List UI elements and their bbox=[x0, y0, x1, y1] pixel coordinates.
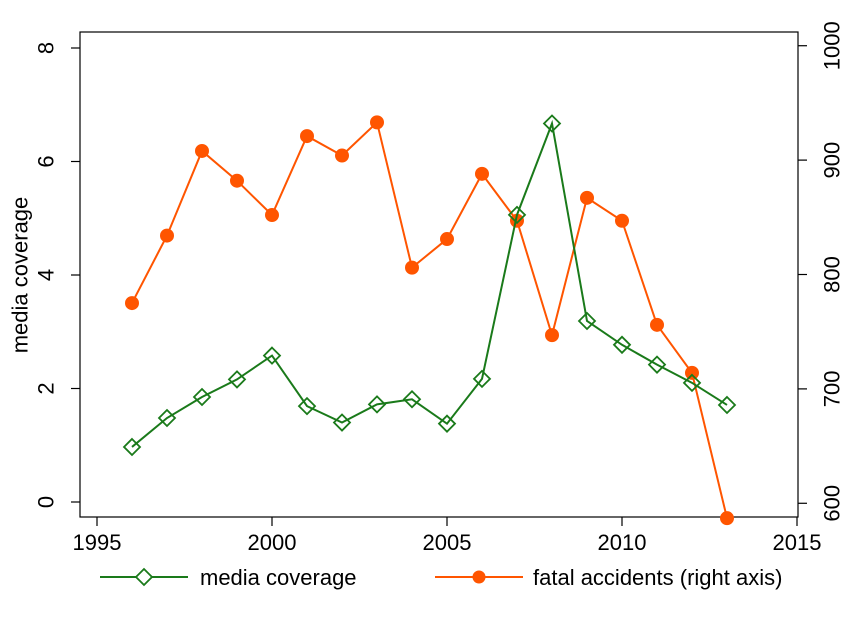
y-axis-title: media coverage bbox=[8, 197, 33, 354]
media-coverage-point bbox=[682, 373, 702, 393]
y-tick-label-right: 700 bbox=[820, 371, 845, 408]
y-tick-label-right: 1000 bbox=[820, 21, 845, 70]
data-series bbox=[122, 114, 737, 526]
media-coverage-point bbox=[157, 408, 177, 428]
media-coverage-point bbox=[262, 346, 282, 365]
media-coverage-point bbox=[122, 437, 142, 457]
fatal-accidents-point bbox=[545, 328, 559, 343]
media-coverage-point bbox=[297, 396, 317, 416]
x-tick-label: 2015 bbox=[773, 530, 822, 555]
fatal-accidents-point bbox=[440, 232, 454, 247]
media-coverage-point bbox=[332, 413, 352, 432]
fatal-accidents-point bbox=[580, 190, 594, 205]
plot-area bbox=[79, 31, 799, 518]
y-tick-label-left: 0 bbox=[34, 496, 59, 508]
fatal-accidents-line bbox=[131, 120, 728, 519]
y-tick-label-right: 800 bbox=[820, 256, 845, 293]
axes: 1995 2000 2005 2010 2015 0 2 4 6 8 600 700 800 900 100… bbox=[34, 21, 845, 555]
fatal-accidents-point bbox=[160, 228, 174, 243]
fatal-accidents-point bbox=[405, 260, 419, 275]
y-tick-label-right: 900 bbox=[820, 142, 845, 179]
fatal-accidents-point bbox=[720, 511, 734, 526]
x-tick-label: 1995 bbox=[73, 530, 122, 555]
media-coverage-point bbox=[612, 335, 632, 355]
media-coverage-point bbox=[577, 311, 597, 331]
media-coverage-point bbox=[472, 369, 492, 389]
legend-label: media coverage bbox=[200, 565, 357, 590]
media-coverage-point bbox=[402, 390, 422, 409]
legend: media coverage fatal accidents (right axi… bbox=[100, 565, 782, 590]
fatal-accidents-point bbox=[475, 166, 489, 181]
y-tick-label-left: 6 bbox=[34, 155, 59, 167]
fatal-accidents-point bbox=[195, 143, 209, 158]
legend-marker-circle bbox=[472, 570, 486, 584]
media-coverage-point bbox=[367, 395, 387, 414]
fatal-accidents-point bbox=[650, 317, 664, 332]
x-tick-label: 2010 bbox=[598, 530, 647, 555]
y-tick-label-left: 2 bbox=[34, 382, 59, 394]
y-tick-label-right: 600 bbox=[820, 485, 845, 522]
media-coverage-point bbox=[717, 395, 737, 415]
fatal-accidents-point bbox=[615, 213, 629, 228]
y-tick-label-left: 4 bbox=[34, 269, 59, 281]
x-tick-label: 2000 bbox=[248, 530, 297, 555]
media-coverage-point bbox=[647, 355, 667, 374]
fatal-accidents-point bbox=[300, 129, 314, 144]
media-coverage-point bbox=[507, 205, 527, 225]
x-tick-label: 2005 bbox=[423, 530, 472, 555]
legend-label: fatal accidents (right axis) bbox=[533, 565, 782, 590]
media-coverage-point bbox=[192, 387, 212, 407]
fatal-accidents-point bbox=[370, 115, 384, 130]
media-coverage-point bbox=[227, 370, 247, 389]
fatal-accidents-point bbox=[125, 296, 139, 311]
media-coverage-point bbox=[542, 114, 562, 133]
y-tick-label-left: 8 bbox=[34, 42, 59, 54]
fatal-accidents-point bbox=[335, 148, 349, 163]
legend-marker-diamond bbox=[134, 567, 154, 587]
fatal-accidents-point bbox=[685, 365, 699, 380]
fatal-accidents-point bbox=[265, 208, 279, 223]
media-coverage-point bbox=[437, 414, 457, 433]
fatal-accidents-point bbox=[230, 173, 244, 188]
